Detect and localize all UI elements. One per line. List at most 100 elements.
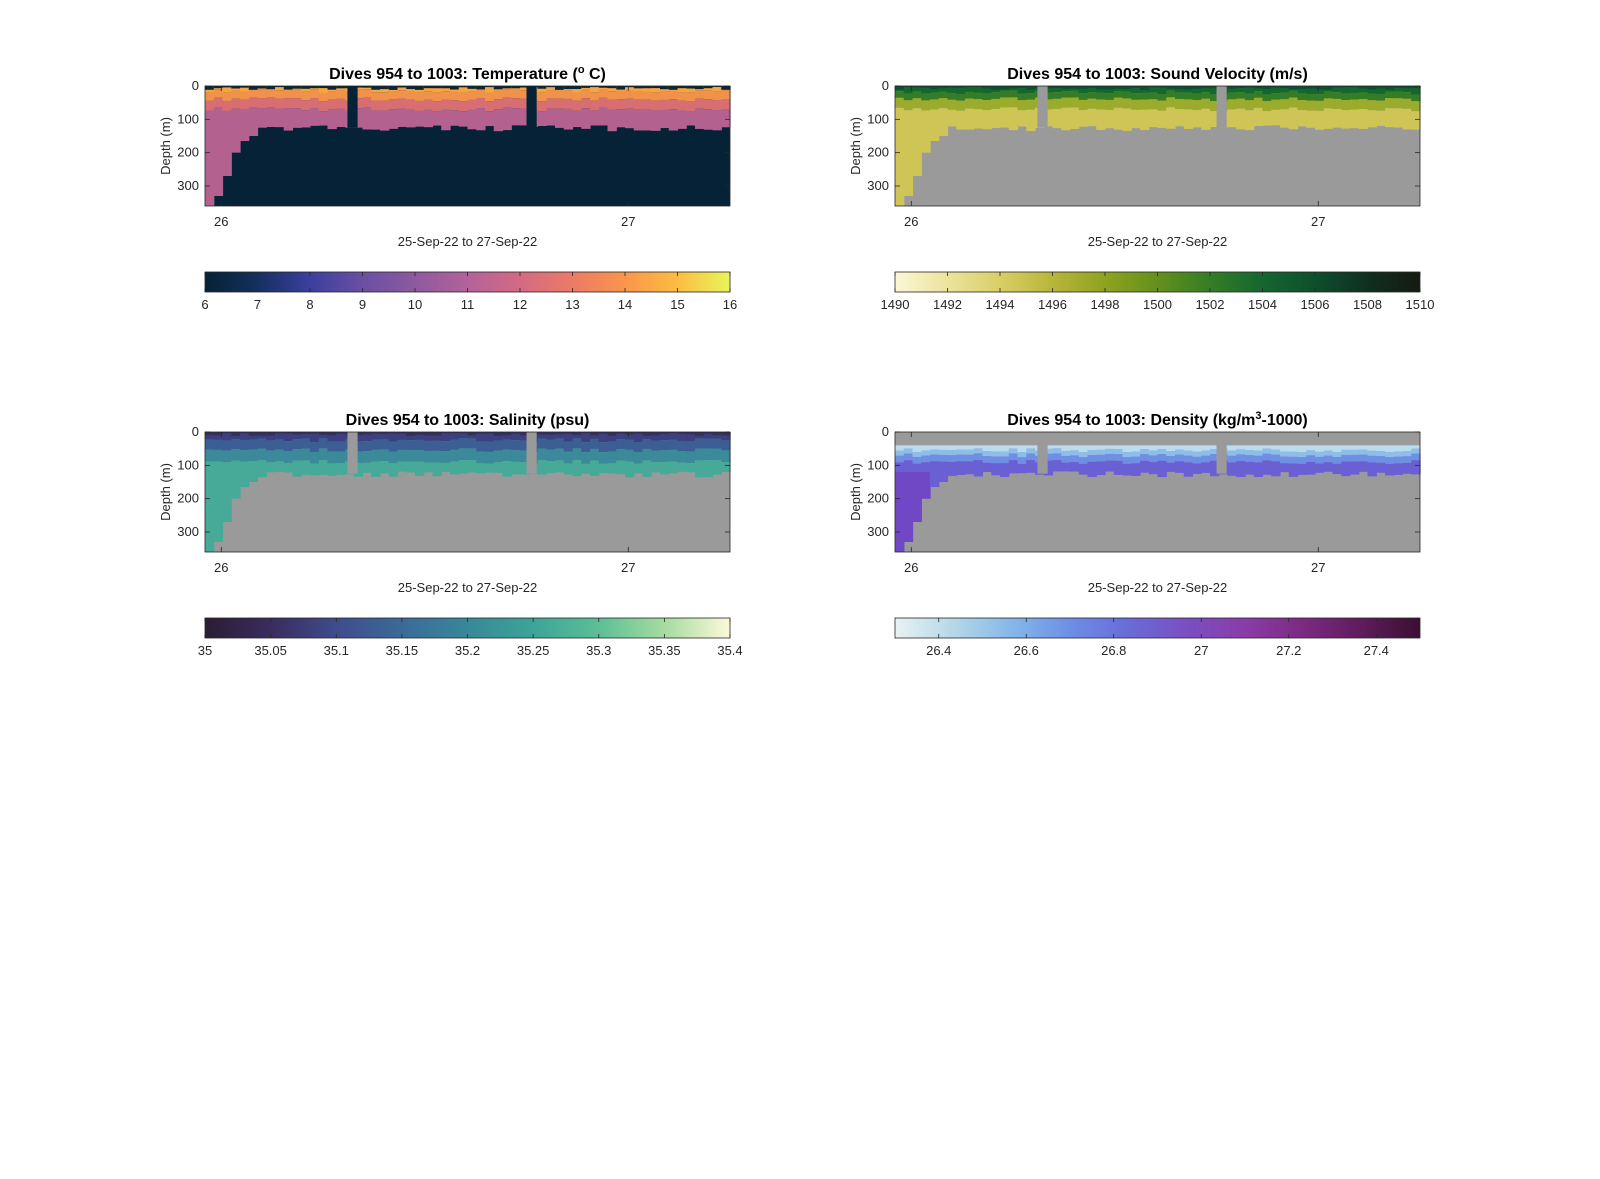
heatmap-cell xyxy=(1148,450,1159,456)
heatmap-cell xyxy=(327,99,337,110)
heatmap-cell xyxy=(1385,452,1395,458)
heatmap-cell xyxy=(1105,99,1115,110)
heatmap-cell xyxy=(240,86,250,92)
heatmap-cell xyxy=(991,463,1001,476)
surface-cell xyxy=(1166,432,1176,434)
heatmap-cell xyxy=(213,97,224,108)
heatmap-cell xyxy=(598,432,609,443)
heatmap-cell xyxy=(248,107,259,136)
heatmap-cell xyxy=(1376,462,1386,473)
surface-cell xyxy=(362,86,372,88)
heatmap-cell xyxy=(590,460,600,476)
heatmap-cell xyxy=(502,97,512,108)
colorbar-tick-label: 1492 xyxy=(933,297,962,312)
heatmap-cell xyxy=(1376,451,1386,457)
surface-cell xyxy=(1245,432,1255,435)
heatmap-cell xyxy=(1236,461,1246,478)
heatmap-cell xyxy=(257,108,267,128)
surface-cell xyxy=(1253,432,1264,434)
surface-cell xyxy=(441,432,451,434)
heatmap-cell xyxy=(686,441,696,452)
surface-cell xyxy=(1070,432,1080,434)
heatmap-cell xyxy=(292,439,302,450)
heatmap-cell xyxy=(406,432,416,441)
heatmap-cell xyxy=(1262,101,1272,112)
surface-cell xyxy=(1087,432,1097,434)
surface-cell xyxy=(572,432,582,436)
heatmap-cell xyxy=(1385,445,1395,453)
heatmap-cell xyxy=(432,101,442,112)
heatmap-cell xyxy=(991,445,1001,452)
heatmap-cell xyxy=(1402,92,1412,99)
heatmap-cell xyxy=(1393,456,1404,464)
heatmap-cell xyxy=(450,110,460,126)
surface-cell xyxy=(1017,86,1027,89)
heatmap-cell xyxy=(590,448,600,461)
surface-cell xyxy=(1122,86,1132,89)
y-tick-label: 0 xyxy=(882,78,889,93)
heatmap-cell xyxy=(1052,92,1062,99)
heatmap-cell xyxy=(1367,450,1377,456)
heatmap-cell xyxy=(903,453,914,461)
heatmap-cell xyxy=(938,91,949,99)
heatmap-cell xyxy=(301,448,311,461)
surface-cell xyxy=(703,432,714,434)
y-tick-label: 0 xyxy=(192,424,199,439)
heatmap-cell xyxy=(1166,462,1176,472)
heatmap-cell xyxy=(921,472,931,499)
heatmap-cell xyxy=(703,432,714,439)
surface-cell xyxy=(616,86,626,90)
heatmap-cell xyxy=(660,450,670,462)
heatmap-cell xyxy=(432,432,442,441)
heatmap-cell xyxy=(1297,100,1307,111)
y-tick-label: 200 xyxy=(867,145,889,160)
heatmap-cell xyxy=(423,440,434,451)
heatmap-cell xyxy=(721,450,731,463)
heatmap-cell xyxy=(1245,110,1255,131)
surface-cell xyxy=(1210,432,1220,434)
heatmap-cell xyxy=(546,432,556,440)
heatmap-cell xyxy=(248,89,259,98)
heatmap-cell xyxy=(555,108,565,128)
surface-cell xyxy=(1306,86,1316,89)
x-tick-label: 27 xyxy=(1311,560,1325,575)
heatmap-cell xyxy=(362,462,372,473)
chart-title: Dives 954 to 1003: Temperature (o C) xyxy=(329,64,606,83)
heatmap-cell xyxy=(1157,445,1167,450)
heatmap-cell xyxy=(1402,451,1412,457)
chart-title-superscript: o xyxy=(578,64,585,76)
surface-cell xyxy=(1297,86,1307,89)
y-tick-label: 200 xyxy=(867,491,889,506)
surface-cell xyxy=(222,432,232,434)
heatmap-cell xyxy=(380,439,390,450)
heatmap-cell xyxy=(327,441,337,452)
colorbar-tick-label: 27.2 xyxy=(1276,643,1301,658)
surface-cell xyxy=(205,432,215,436)
surface-cell xyxy=(1358,432,1369,435)
heatmap-cell xyxy=(248,461,259,482)
heatmap-cell xyxy=(1131,99,1141,110)
heatmap-cell xyxy=(546,86,556,91)
surface-cell xyxy=(677,86,687,89)
heatmap-cell xyxy=(292,449,302,461)
heatmap-cell xyxy=(1288,107,1299,130)
heatmap-cell xyxy=(903,445,914,449)
heatmap-cell xyxy=(336,90,346,99)
heatmap-cell xyxy=(1332,92,1342,99)
heatmap-cell xyxy=(380,92,390,101)
chart-title: Dives 954 to 1003: Salinity (psu) xyxy=(346,412,590,429)
surface-cell xyxy=(1113,432,1124,434)
heatmap-cell xyxy=(1227,455,1237,463)
heatmap-cell xyxy=(441,451,451,463)
heatmap-cell xyxy=(1157,94,1167,101)
surface-cell xyxy=(956,86,966,88)
heatmap-cell xyxy=(1166,97,1176,108)
heatmap-cell xyxy=(1280,456,1290,464)
y-axis-label: Depth (m) xyxy=(158,117,173,175)
heatmap-cell xyxy=(607,463,617,474)
surface-cell xyxy=(327,432,337,436)
heatmap-cell xyxy=(1017,100,1027,111)
heatmap-cell xyxy=(397,449,407,462)
colorbar-tick-label: 1498 xyxy=(1091,297,1120,312)
surface-cell xyxy=(930,86,940,90)
